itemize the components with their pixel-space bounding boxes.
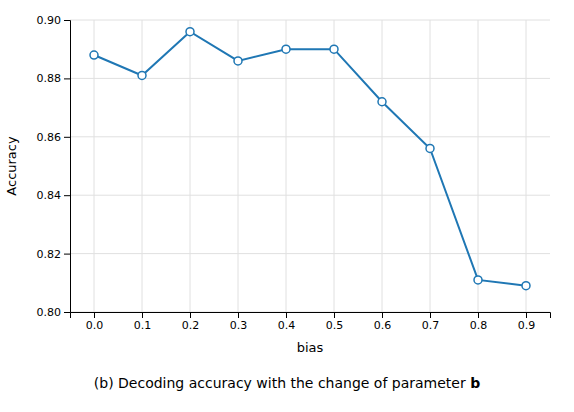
point	[378, 98, 386, 106]
tick: 0.4	[278, 312, 296, 332]
line	[94, 32, 526, 286]
tick: 0.86	[37, 131, 71, 144]
tick-mark	[526, 312, 527, 318]
tick-label: 0.82	[37, 248, 62, 261]
point	[330, 45, 338, 53]
tick: 0.3	[230, 312, 248, 332]
tick-mark	[64, 312, 70, 313]
tick: 0.0	[86, 312, 104, 332]
tick: 0.9	[518, 312, 536, 332]
grid	[70, 20, 550, 312]
point	[426, 144, 434, 152]
grid-line	[190, 20, 191, 312]
grid-line	[286, 20, 287, 312]
tick-label: 0.3	[230, 319, 248, 332]
tick-label: 0.5	[326, 319, 344, 332]
grid-line	[94, 20, 95, 312]
grid-line	[382, 20, 383, 312]
caption-part: b	[470, 375, 480, 391]
caption-part: (b) Decoding accuracy with the change of…	[94, 375, 470, 391]
tick-mark	[64, 20, 70, 21]
axis-line	[71, 313, 551, 319]
tick-label: 0.9	[518, 319, 536, 332]
grid-line	[478, 20, 479, 312]
grid-line	[142, 20, 143, 312]
tick: 0.5	[326, 312, 344, 332]
grid-line	[70, 20, 550, 21]
point	[282, 45, 290, 53]
tick-label: 0.88	[37, 72, 62, 85]
series	[90, 28, 530, 290]
grid-line	[70, 195, 550, 196]
tick-label: 0.2	[182, 319, 200, 332]
tick-label: 0.90	[37, 14, 62, 27]
tick-mark	[430, 312, 431, 318]
grid-line	[334, 20, 335, 312]
tick: 0.82	[37, 248, 71, 261]
tick-mark	[238, 312, 239, 318]
tick: 0.2	[182, 312, 200, 332]
tick: 0.80	[37, 306, 71, 319]
tick: 0.7	[422, 312, 440, 332]
plot: 0.00.10.20.30.40.50.60.70.80.90.800.820.…	[4, 14, 551, 355]
x-axis-title: bias	[297, 340, 324, 355]
tick-label: 0.7	[422, 319, 440, 332]
tick-mark	[64, 254, 70, 255]
tick-mark	[382, 312, 383, 318]
point	[474, 276, 482, 284]
tick-label: 0.4	[278, 319, 296, 332]
grid-line	[526, 20, 527, 312]
tick-mark	[94, 312, 95, 318]
tick-label: 0.8	[470, 319, 488, 332]
tick-mark	[64, 137, 70, 138]
tick-mark	[334, 312, 335, 318]
tick: 0.6	[374, 312, 392, 332]
tick-mark	[142, 312, 143, 318]
tick: 0.88	[37, 72, 71, 85]
point	[522, 282, 530, 290]
y-axis: 0.80 0.82 0.84 0.86 0.88 0.90	[37, 14, 71, 319]
grid-line	[430, 20, 431, 312]
tick: 0.8	[470, 312, 488, 332]
y-axis-title: Accuracy	[4, 136, 19, 196]
tick-label: 0.84	[37, 189, 62, 202]
tick-mark	[478, 312, 479, 318]
tick-mark	[286, 312, 287, 318]
tick-label: 0.80	[37, 306, 62, 319]
tick-label: 0.86	[37, 131, 62, 144]
tick-label: 0.0	[86, 319, 104, 332]
caption: (b) Decoding accuracy with the change of…	[94, 375, 480, 391]
tick-mark	[64, 78, 70, 79]
grid-line	[70, 253, 550, 254]
point	[90, 51, 98, 59]
grid-line	[70, 136, 550, 137]
tick-mark	[190, 312, 191, 318]
tick-mark	[64, 195, 70, 196]
tick-label: 0.1	[134, 319, 152, 332]
point	[138, 71, 146, 79]
axis-line	[64, 21, 71, 313]
chart: 0.00.10.20.30.40.50.60.70.80.90.800.820.…	[0, 0, 574, 412]
tick: 0.84	[37, 189, 71, 202]
tick: 0.1	[134, 312, 152, 332]
point	[234, 57, 242, 65]
tick-label: 0.6	[374, 319, 392, 332]
x-axis: 0.0 0.1 0.2 0.3 0.4 0.5 0.6 0.7 0.8 0.9	[71, 312, 551, 332]
point	[186, 28, 194, 36]
tick: 0.90	[37, 14, 71, 27]
